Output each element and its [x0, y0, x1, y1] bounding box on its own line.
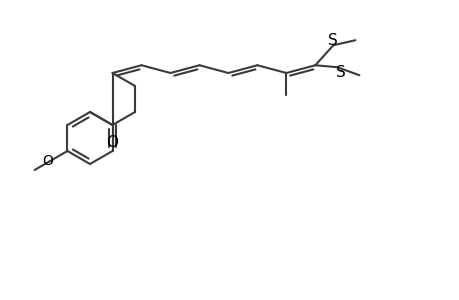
Text: S: S — [336, 65, 346, 80]
Text: O: O — [43, 154, 54, 168]
Text: O: O — [106, 134, 118, 149]
Text: S: S — [328, 33, 337, 48]
